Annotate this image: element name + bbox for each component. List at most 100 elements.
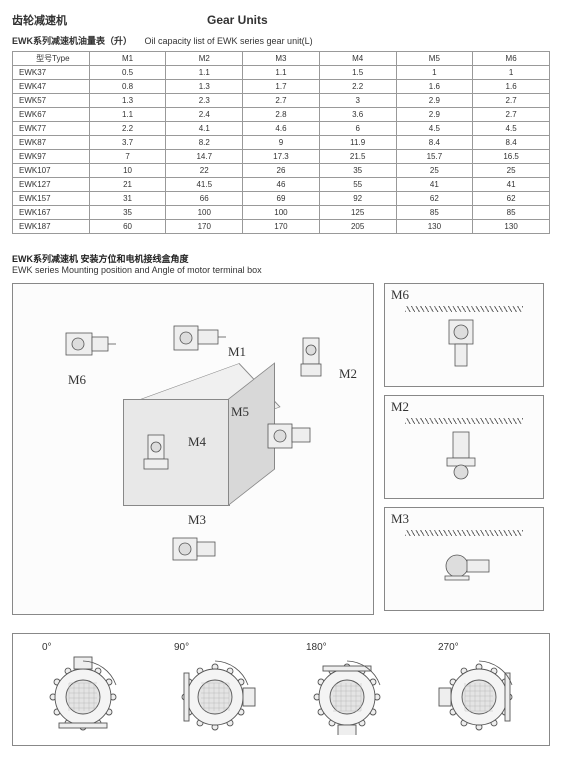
center-title-en: Gear Units — [207, 13, 268, 27]
mounting-main-panel: M6 M1 M2 M5 M4 M3 — [12, 283, 374, 615]
cell-type: EWK187 — [13, 220, 90, 234]
hatch-icon — [405, 530, 523, 536]
cell-type: EWK77 — [13, 122, 90, 136]
cell-value: 3.6 — [319, 108, 396, 122]
oil-caption-cn: EWK系列减速机油量表（升） — [12, 36, 132, 46]
side-box-m2: M2 — [384, 395, 544, 499]
cell-value: 55 — [319, 178, 396, 192]
table-row: EWK571.32.32.732.92.7 — [13, 94, 550, 108]
col-header-m1: M1 — [89, 52, 166, 66]
angle-label: 270° — [434, 642, 524, 653]
cell-value: 25 — [473, 164, 550, 178]
cell-value: 4.5 — [396, 122, 473, 136]
unit-m3-iso — [163, 524, 223, 572]
cell-value: 3 — [319, 94, 396, 108]
cell-value: 1.1 — [89, 108, 166, 122]
cell-value: 7 — [89, 150, 166, 164]
cell-value: 14.7 — [166, 150, 243, 164]
cell-value: 10 — [89, 164, 166, 178]
cell-value: 1.1 — [166, 66, 243, 80]
cell-type: EWK127 — [13, 178, 90, 192]
motor-face-icon — [302, 655, 392, 735]
cell-type: EWK157 — [13, 192, 90, 206]
motor-face-icon — [170, 655, 260, 735]
table-row: EWK671.12.42.83.62.92.7 — [13, 108, 550, 122]
motor-face-icon — [434, 655, 524, 735]
oil-caption-en: Oil capacity list of EWK series gear uni… — [145, 36, 313, 46]
cell-value: 62 — [396, 192, 473, 206]
cell-value: 2.8 — [243, 108, 320, 122]
cell-type: EWK87 — [13, 136, 90, 150]
cell-value: 1.7 — [243, 80, 320, 94]
table-row: EWK18760170170205130130 — [13, 220, 550, 234]
cell-type: EWK107 — [13, 164, 90, 178]
col-header-m2: M2 — [166, 52, 243, 66]
cell-value: 85 — [473, 206, 550, 220]
table-row: EWK1272141.546554141 — [13, 178, 550, 192]
terminal-angle-panel: 0° 90° 180° 270° — [12, 633, 550, 746]
cell-value: 6 — [319, 122, 396, 136]
cell-type: EWK57 — [13, 94, 90, 108]
cell-value: 41 — [396, 178, 473, 192]
angle-label: 180° — [302, 642, 392, 653]
angle-label: 0° — [38, 642, 128, 653]
cell-value: 35 — [319, 164, 396, 178]
cell-value: 100 — [166, 206, 243, 220]
col-header-m3: M3 — [243, 52, 320, 66]
cell-value: 130 — [473, 220, 550, 234]
motor-face-icon — [38, 655, 128, 735]
mounting-title-en: EWK series Mounting position and Angle o… — [12, 265, 262, 275]
cell-value: 170 — [243, 220, 320, 234]
unit-m6-iso — [58, 319, 118, 367]
cell-value: 92 — [319, 192, 396, 206]
unit-m4-iso — [128, 429, 188, 477]
cell-value: 41 — [473, 178, 550, 192]
hatch-icon — [405, 306, 523, 312]
label-m6: M6 — [68, 372, 86, 388]
cell-value: 15.7 — [396, 150, 473, 164]
cell-value: 3.7 — [89, 136, 166, 150]
unit-m6-front — [435, 316, 495, 374]
col-header-type: 型号Type — [13, 52, 90, 66]
cell-value: 26 — [243, 164, 320, 178]
unit-m2-iso — [283, 334, 343, 382]
label-m3: M3 — [188, 512, 206, 528]
oil-caption: EWK系列减速机油量表（升） Oil capacity list of EWK … — [12, 34, 550, 47]
cell-value: 22 — [166, 164, 243, 178]
cell-value: 1.3 — [166, 80, 243, 94]
cell-value: 1.6 — [396, 80, 473, 94]
cell-value: 100 — [243, 206, 320, 220]
side-label-m6: M6 — [391, 287, 409, 303]
cell-value: 1.6 — [473, 80, 550, 94]
col-header-m6: M6 — [473, 52, 550, 66]
col-header-m5: M5 — [396, 52, 473, 66]
cell-value: 8.4 — [396, 136, 473, 150]
cell-value: 8.2 — [166, 136, 243, 150]
cell-value: 17.3 — [243, 150, 320, 164]
table-row: EWK97714.717.321.515.716.5 — [13, 150, 550, 164]
oil-capacity-table: 型号TypeM1M2M3M4M5M6 EWK370.51.11.11.511EW… — [12, 51, 550, 234]
cell-value: 9 — [243, 136, 320, 150]
cell-value: 11.9 — [319, 136, 396, 150]
angle-item: 270° — [434, 642, 524, 735]
unit-m3-front — [435, 540, 495, 598]
mounting-side-column: M6 M2 M3 — [384, 283, 544, 615]
cell-value: 1.3 — [89, 94, 166, 108]
cell-value: 205 — [319, 220, 396, 234]
cell-value: 4.1 — [166, 122, 243, 136]
angle-item: 180° — [302, 642, 392, 735]
table-row: EWK772.24.14.664.54.5 — [13, 122, 550, 136]
mounting-section: EWK系列减速机 安装方位和电机接线盒角度 EWK series Mountin… — [12, 252, 550, 275]
cell-value: 2.4 — [166, 108, 243, 122]
left-title-cn: 齿轮减速机 — [12, 12, 67, 28]
cell-value: 2.7 — [473, 94, 550, 108]
angle-label: 90° — [170, 642, 260, 653]
cell-value: 1 — [396, 66, 473, 80]
hatch-icon — [405, 418, 523, 424]
side-box-m3: M3 — [384, 507, 544, 611]
side-label-m3: M3 — [391, 511, 409, 527]
angle-item: 0° — [38, 642, 128, 735]
label-m4: M4 — [188, 434, 206, 450]
cell-value: 2.2 — [89, 122, 166, 136]
angle-item: 90° — [170, 642, 260, 735]
